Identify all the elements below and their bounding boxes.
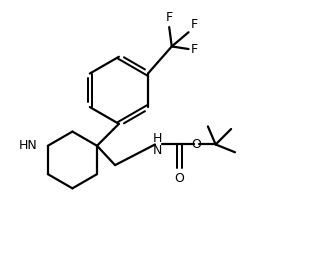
Text: F: F	[191, 18, 198, 31]
Text: F: F	[166, 11, 173, 24]
Text: F: F	[191, 43, 198, 55]
Text: O: O	[175, 172, 184, 185]
Text: O: O	[191, 138, 201, 151]
Text: H
N: H N	[153, 132, 162, 157]
Text: HN: HN	[19, 139, 38, 152]
